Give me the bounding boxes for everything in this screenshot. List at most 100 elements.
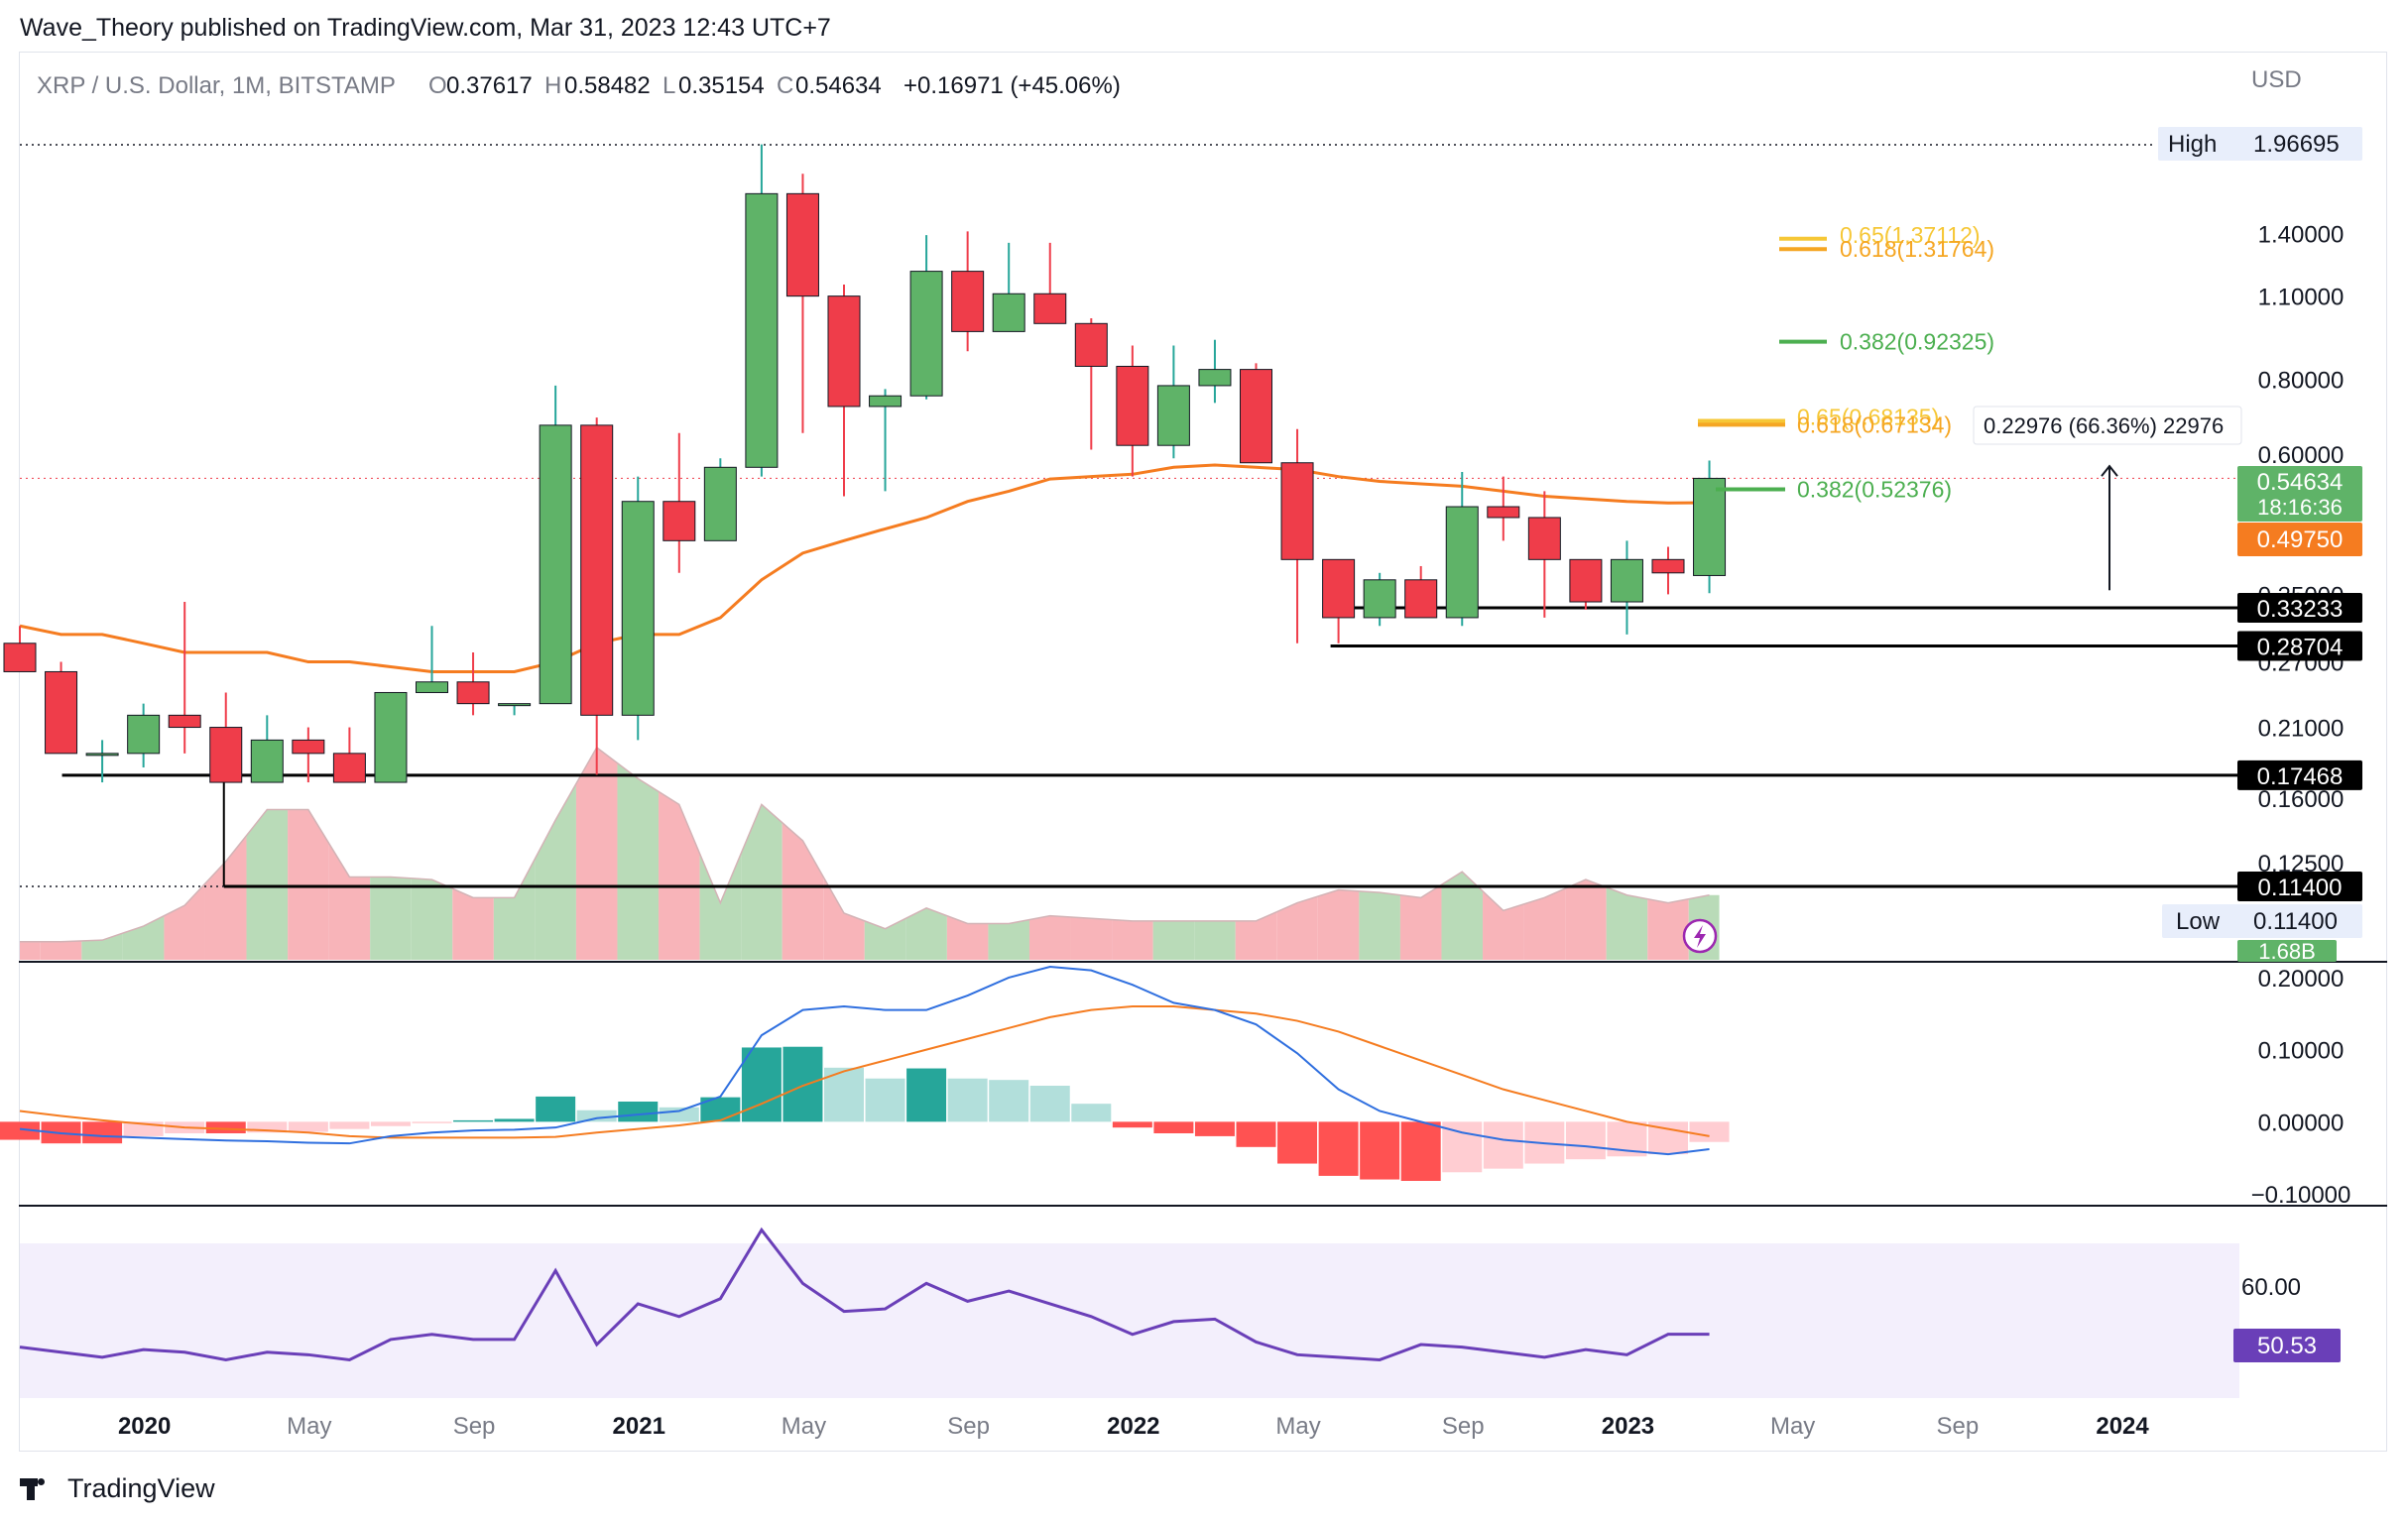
time-axis-label: 2023 — [1602, 1413, 1654, 1440]
candle-body — [456, 681, 490, 705]
low-label-box — [2162, 904, 2362, 938]
lightning-icon-bolt — [1694, 925, 1706, 948]
macd-histogram-bar — [288, 1121, 328, 1132]
ma-value-label: 0.49750 — [2237, 523, 2362, 556]
rsi-value-box — [2233, 1329, 2341, 1362]
volume-segment — [905, 907, 947, 960]
fib-level: 0.618(0.67134) — [1698, 411, 1952, 437]
macd-histogram-bar — [618, 1102, 659, 1122]
volume-segment — [1235, 911, 1277, 960]
fib-level: 0.65(0.68135) — [1698, 404, 1939, 429]
support-price-label: 0.17468 — [2237, 760, 2362, 790]
candle — [745, 144, 779, 477]
candle — [209, 692, 243, 783]
candle-body — [951, 271, 985, 332]
volume-segment — [1317, 889, 1360, 960]
support-price-label-text: 0.11400 — [2258, 875, 2343, 901]
volume-segment — [659, 791, 700, 960]
ma-value-box — [2237, 523, 2362, 556]
support-price-label: 0.33233 — [2237, 592, 2362, 623]
volume-segment — [1606, 886, 1648, 960]
macd-histogram-bar — [1194, 1121, 1235, 1136]
macd-histogram-bar — [1483, 1121, 1523, 1169]
volume-segment — [122, 915, 165, 960]
price-axis-tick: 0.60000 — [2258, 442, 2345, 469]
macd-histogram-bar — [783, 1046, 823, 1122]
candle-body — [539, 424, 572, 705]
fib-level-label: 0.382(0.92325) — [1840, 329, 1994, 355]
candle — [1074, 318, 1108, 450]
candle-body — [1569, 558, 1603, 603]
candle — [1363, 572, 1396, 627]
volume-segment — [1070, 916, 1113, 960]
high-label-value: 1.96695 — [2253, 131, 2340, 158]
candle — [456, 651, 490, 716]
volume-segment — [1028, 915, 1071, 960]
candle — [1693, 460, 1727, 594]
time-axis-label: 2021 — [613, 1413, 665, 1440]
macd-histogram-bar — [1236, 1121, 1276, 1147]
volume-segment — [493, 859, 536, 960]
fib-level-label: 0.618(1.31764) — [1840, 236, 1994, 262]
candle-body — [662, 501, 696, 541]
candle-body — [1240, 369, 1272, 464]
volume-segment — [370, 877, 412, 960]
candle-body — [1404, 579, 1438, 619]
symbol-legend-item: C — [777, 72, 793, 99]
volume-segment — [741, 804, 783, 960]
candle — [1445, 471, 1479, 627]
volume-segment — [535, 783, 576, 960]
candle-body — [1074, 322, 1108, 367]
support-price-label-box — [2237, 631, 2362, 661]
volume-segment — [204, 835, 247, 960]
volume-segment — [782, 822, 824, 960]
macd-histogram-bar — [1112, 1121, 1152, 1128]
candle-body — [827, 295, 861, 408]
macd-histogram-bar — [659, 1107, 699, 1122]
candle-body — [909, 271, 943, 397]
volume-segment — [452, 888, 494, 960]
macd-histogram-bar — [1360, 1121, 1400, 1180]
fib-level-label: 0.618(0.67134) — [1797, 411, 1952, 437]
volume-segment — [81, 933, 123, 960]
volume-segment — [575, 747, 618, 960]
time-axis-label: May — [1770, 1413, 1815, 1440]
candle-body — [498, 703, 532, 707]
macd-histogram-bar — [865, 1078, 905, 1122]
macd-histogram-bar — [1400, 1121, 1441, 1181]
candle-body — [1651, 558, 1685, 574]
candle-body — [416, 681, 448, 693]
volume-last-box — [2237, 940, 2337, 962]
macd-axis-tick: −0.10000 — [2251, 1182, 2351, 1209]
candle-body — [250, 739, 284, 783]
candle — [1156, 345, 1190, 459]
candle-body — [1527, 517, 1561, 560]
candle-body — [869, 395, 903, 408]
candle-body — [127, 714, 161, 755]
support-price-label: 0.28704 — [2237, 631, 2362, 661]
fib-level-label: 0.65(0.68135) — [1797, 404, 1939, 429]
candle — [539, 385, 572, 705]
symbol-legend-item: 0.58482 — [564, 72, 651, 99]
last-price-value: 0.54634 — [2257, 469, 2344, 496]
symbol-legend-item: L — [662, 72, 675, 99]
candle — [1527, 491, 1561, 618]
tradingview-logo[interactable]: TradingView — [20, 1473, 215, 1504]
volume-segment — [1359, 890, 1400, 960]
macd-histogram-bar — [1565, 1121, 1606, 1160]
fib-level: 0.65(1.37112) — [1779, 222, 1981, 248]
candle — [1651, 546, 1685, 595]
volume-segment — [328, 843, 371, 960]
macd-histogram-bar — [1153, 1121, 1194, 1133]
volume-segment — [617, 762, 660, 960]
candle — [909, 235, 943, 400]
candle-body — [745, 192, 779, 468]
chart-frame — [19, 52, 2387, 1452]
macd-histogram-bar — [247, 1121, 288, 1133]
time-axis-label: 2024 — [2096, 1413, 2149, 1440]
time-axis-label: 2020 — [118, 1413, 171, 1440]
macd-histogram-bar — [576, 1110, 617, 1122]
volume-segment — [864, 918, 906, 960]
